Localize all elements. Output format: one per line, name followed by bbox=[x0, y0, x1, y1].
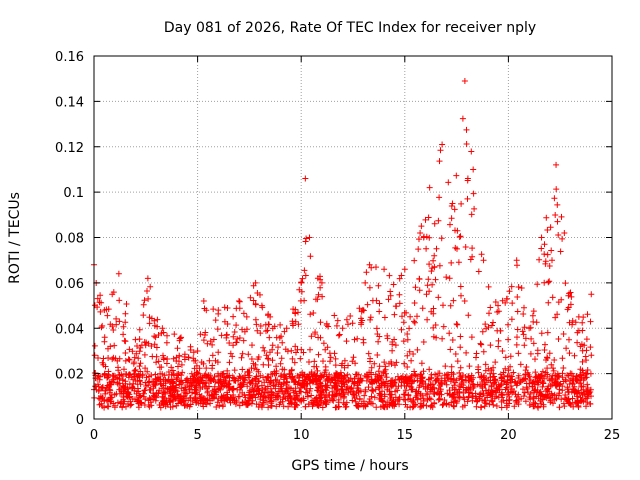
y-tick-label: 0.02 bbox=[55, 368, 84, 383]
x-tick-label: 0 bbox=[90, 428, 98, 443]
roti-peak-point bbox=[418, 223, 424, 229]
y-tick-label: 0.14 bbox=[55, 95, 84, 110]
y-tick-label: 0.06 bbox=[55, 277, 84, 292]
roti-peak-point bbox=[514, 257, 520, 263]
y-tick-label: 0.16 bbox=[55, 50, 84, 65]
roti-peak-point bbox=[306, 235, 312, 241]
roti-peak-point bbox=[427, 185, 433, 191]
roti-peak-point bbox=[236, 298, 242, 304]
roti-peak-point bbox=[340, 325, 346, 331]
x-tick-label: 25 bbox=[604, 428, 621, 443]
roti-peak-point bbox=[201, 298, 207, 304]
roti-peak-point bbox=[462, 78, 468, 84]
roti-peak-point bbox=[381, 266, 387, 272]
x-tick-label: 10 bbox=[293, 428, 310, 443]
y-tick-label: 0 bbox=[76, 413, 84, 428]
roti-peak-point bbox=[159, 325, 165, 331]
roti-peak-point bbox=[539, 235, 545, 241]
x-axis-label: GPS time / hours bbox=[291, 458, 408, 474]
y-tick-label: 0.04 bbox=[55, 322, 84, 337]
x-tick-label: 15 bbox=[397, 428, 414, 443]
roti-peak-point bbox=[215, 307, 221, 313]
roti-peak-point bbox=[116, 271, 122, 277]
roti-peak-point bbox=[195, 348, 201, 354]
x-tick-label: 5 bbox=[193, 428, 201, 443]
roti-scatter-chart: Day 081 of 2026, Rate Of TEC Index for r… bbox=[0, 0, 640, 480]
roti-peak-point bbox=[298, 280, 304, 286]
roti-peak-point bbox=[526, 325, 532, 331]
chart-title: Day 081 of 2026, Rate Of TEC Index for r… bbox=[164, 20, 536, 36]
roti-peak-point bbox=[470, 166, 476, 172]
data-points bbox=[91, 78, 594, 411]
roti-peak-point bbox=[576, 314, 582, 320]
roti-peak-point bbox=[145, 275, 151, 281]
roti-peak-point bbox=[178, 334, 184, 340]
y-tick-label: 0.12 bbox=[55, 141, 84, 156]
y-axis-label: ROTI / TECUs bbox=[7, 192, 23, 284]
roti-peak-point bbox=[481, 257, 487, 263]
roti-points-cloud bbox=[91, 116, 594, 411]
roti-peak-point bbox=[402, 266, 408, 272]
x-tick-label: 20 bbox=[500, 428, 517, 443]
y-tick-label: 0.1 bbox=[63, 186, 84, 201]
roti-peak-point bbox=[561, 230, 567, 236]
roti-peak-point bbox=[553, 162, 559, 168]
roti-peak-point bbox=[302, 176, 308, 182]
y-tick-label: 0.08 bbox=[55, 232, 84, 247]
roti-peak-point bbox=[132, 337, 138, 343]
roti-peak-point bbox=[588, 291, 594, 297]
